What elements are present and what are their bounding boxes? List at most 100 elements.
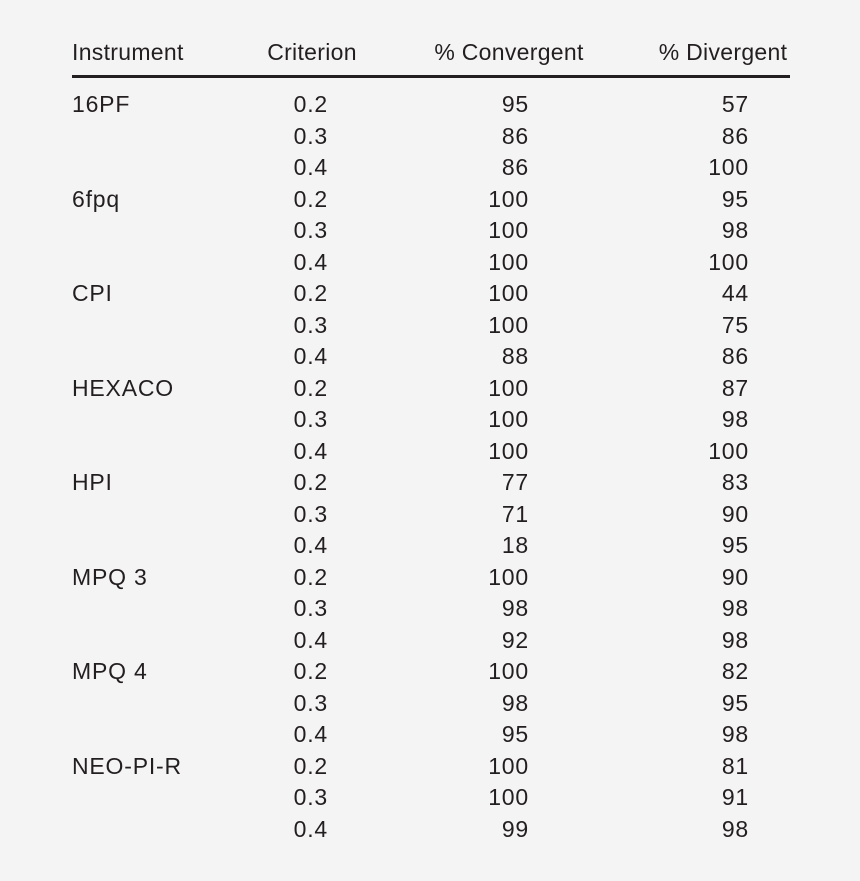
cell-criterion: 0.3: [293, 406, 328, 432]
cell-instrument: NEO-PI-R: [72, 752, 182, 779]
cell-instrument: 16PF: [72, 91, 131, 117]
table-row: HPI 0.2 77 83: [72, 467, 812, 499]
cell-convergent: 98: [501, 595, 529, 621]
cell-divergent: 98: [721, 815, 749, 842]
cell-convergent: 18: [501, 532, 529, 558]
table-row: 0.3 86 86: [72, 121, 812, 153]
cell-instrument: [72, 310, 240, 342]
table-row: 0.4 88 86: [72, 341, 812, 373]
cell-divergent: 90: [721, 563, 749, 590]
cell-instrument: [72, 782, 240, 814]
cell-convergent: 92: [501, 626, 529, 653]
cell-convergent: 95: [501, 721, 529, 747]
cell-convergent: 100: [488, 280, 529, 306]
table-row: 0.4 18 95: [72, 530, 812, 562]
header-rule-divider: [72, 75, 790, 78]
cell-divergent: 87: [721, 374, 749, 401]
table-row: 0.3 100 91: [72, 782, 812, 814]
cell-divergent: 98: [721, 595, 749, 621]
table-row: NEO-PI-R 0.2 100 81: [72, 751, 812, 783]
cell-criterion: 0.3: [293, 217, 328, 243]
cell-instrument: [72, 247, 240, 279]
cell-criterion: 0.4: [293, 154, 328, 180]
cell-instrument: [72, 593, 240, 625]
cell-divergent: 98: [721, 406, 749, 432]
cell-criterion: 0.3: [293, 784, 328, 810]
table-row: 0.3 98 98: [72, 593, 812, 625]
cell-divergent: 86: [721, 343, 749, 369]
table-row: 0.3 98 95: [72, 688, 812, 720]
table-row: 0.4 86 100: [72, 152, 812, 184]
column-header-convergent: % Convergent: [434, 39, 584, 65]
table-row: 0.3 100 75: [72, 310, 812, 342]
column-header-divergent: % Divergent: [658, 39, 788, 65]
cell-criterion: 0.4: [293, 343, 328, 369]
cell-divergent: 75: [721, 311, 749, 338]
cell-instrument: [72, 688, 240, 720]
cell-instrument: [72, 499, 240, 531]
cell-instrument: [72, 625, 240, 657]
cell-convergent: 88: [501, 343, 529, 369]
cell-criterion: 0.3: [293, 122, 328, 149]
cell-instrument: [72, 121, 240, 153]
cell-instrument: [72, 530, 240, 562]
cell-divergent: 98: [721, 217, 749, 243]
cell-convergent: 100: [488, 437, 529, 464]
cell-instrument: MPQ 4: [72, 658, 148, 684]
table-row: 0.4 99 98: [72, 814, 812, 846]
table-row: MPQ 4 0.2 100 82: [72, 656, 812, 688]
cell-divergent: 95: [721, 532, 749, 558]
table-row: 0.4 100 100: [72, 247, 812, 279]
table-row: MPQ 3 0.2 100 90: [72, 562, 812, 594]
cell-criterion: 0.4: [293, 248, 328, 275]
cell-criterion: 0.3: [293, 689, 328, 716]
cell-instrument: [72, 215, 240, 247]
cell-convergent: 95: [501, 91, 529, 117]
cell-criterion: 0.3: [293, 311, 328, 338]
cell-divergent: 100: [708, 154, 749, 180]
cell-divergent: 91: [721, 784, 749, 810]
table-row: CPI 0.2 100 44: [72, 278, 812, 310]
cell-convergent: 100: [488, 563, 529, 590]
table-row: 0.4 100 100: [72, 436, 812, 468]
cell-convergent: 100: [488, 784, 529, 810]
cell-convergent: 77: [501, 469, 529, 495]
cell-instrument: [72, 814, 240, 846]
cell-instrument: [72, 404, 240, 436]
cell-criterion: 0.2: [293, 374, 328, 401]
cell-criterion: 0.2: [293, 469, 328, 495]
table-header-row: Instrument Criterion % Convergent % Dive…: [72, 38, 812, 66]
cell-instrument: 6fpq: [72, 185, 120, 212]
cell-divergent: 100: [708, 437, 749, 464]
table-row: 6fpq 0.2 100 95: [72, 184, 812, 216]
cell-divergent: 44: [721, 280, 749, 306]
table-row: HEXACO 0.2 100 87: [72, 373, 812, 405]
cell-divergent: 98: [721, 721, 749, 747]
cell-convergent: 100: [488, 311, 529, 338]
cell-instrument: CPI: [72, 280, 113, 306]
cell-criterion: 0.4: [293, 437, 328, 464]
cell-criterion: 0.2: [293, 280, 328, 306]
cell-divergent: 82: [721, 658, 749, 684]
cell-convergent: 86: [501, 154, 529, 180]
cell-instrument: HEXACO: [72, 374, 174, 401]
cell-instrument: MPQ 3: [72, 563, 148, 590]
column-header-criterion: Criterion: [267, 39, 357, 65]
table-row: 16PF 0.2 95 57: [72, 89, 812, 121]
cell-instrument: [72, 719, 240, 751]
cell-divergent: 81: [721, 752, 749, 779]
cell-convergent: 100: [488, 248, 529, 275]
cell-convergent: 71: [501, 500, 529, 527]
table-row: 0.4 92 98: [72, 625, 812, 657]
cell-divergent: 98: [721, 626, 749, 653]
cell-convergent: 100: [488, 185, 529, 212]
cell-instrument: HPI: [72, 469, 113, 495]
cell-criterion: 0.2: [293, 658, 328, 684]
cell-criterion: 0.3: [293, 500, 328, 527]
cell-divergent: 95: [721, 185, 749, 212]
cell-criterion: 0.2: [293, 752, 328, 779]
cell-divergent: 57: [721, 91, 749, 117]
cell-convergent: 99: [501, 815, 529, 842]
cell-convergent: 86: [501, 122, 529, 149]
